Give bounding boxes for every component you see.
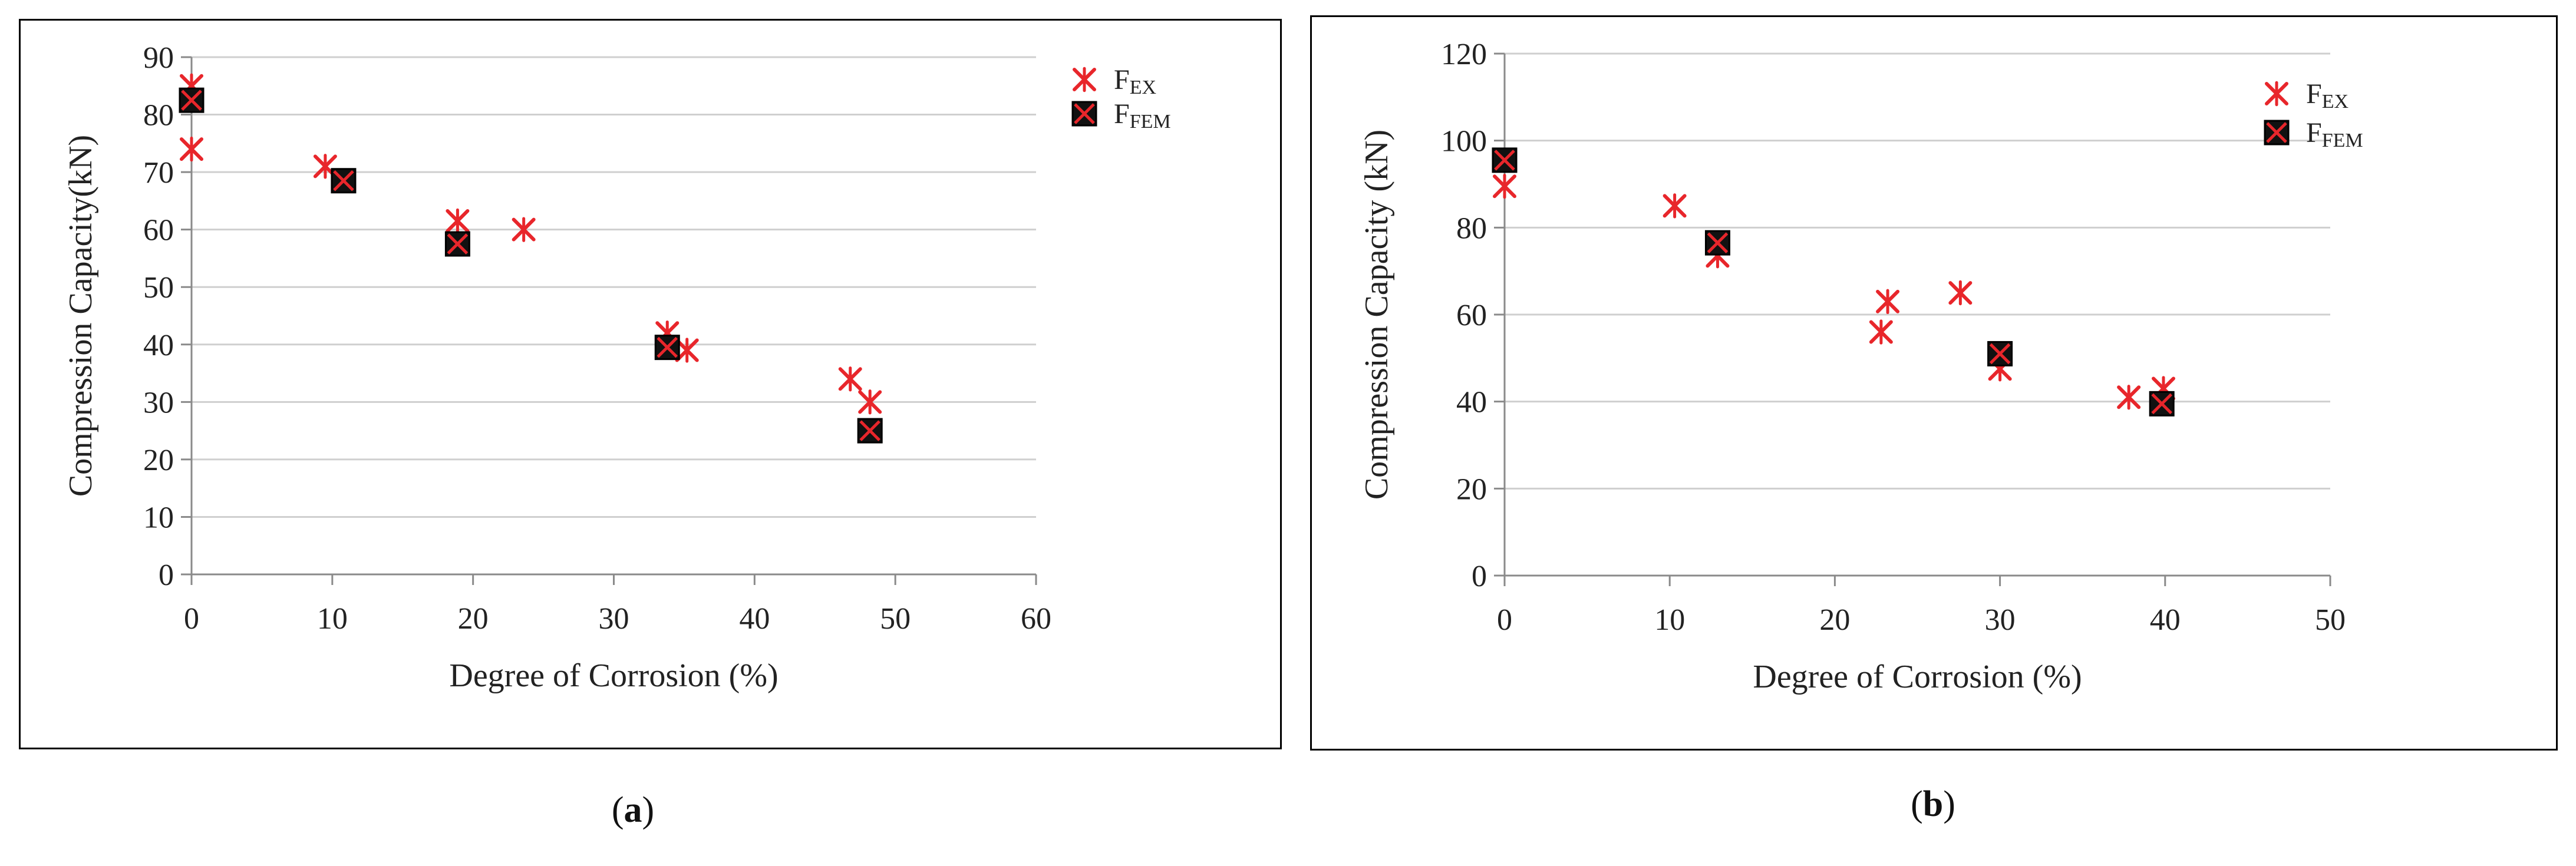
data-point-ex bbox=[1663, 193, 1687, 219]
x-tick-label: 10 bbox=[317, 602, 348, 636]
x-tick-label: 30 bbox=[599, 602, 629, 636]
data-point-fem bbox=[1492, 147, 1518, 173]
y-tick-label: 20 bbox=[1456, 472, 1487, 506]
x-tick-label: 50 bbox=[2315, 603, 2346, 637]
y-tick-label: 40 bbox=[143, 329, 174, 362]
legend-marker-fem bbox=[1071, 101, 1097, 127]
x-tick-label: 40 bbox=[739, 602, 770, 636]
caption-a: (a) bbox=[611, 790, 655, 830]
data-point-fem bbox=[1704, 230, 1730, 256]
data-point-fem bbox=[2149, 391, 2175, 417]
data-point-fem bbox=[444, 231, 470, 257]
data-point-ex bbox=[1493, 173, 1516, 199]
y-tick-label: 80 bbox=[1456, 211, 1487, 245]
y-tick-label: 0 bbox=[1472, 560, 1487, 593]
data-point-fem bbox=[654, 335, 680, 361]
data-point-ex bbox=[180, 136, 203, 162]
y-tick-label: 60 bbox=[143, 214, 174, 247]
y-tick-label: 30 bbox=[143, 386, 174, 419]
legend-label: FEX bbox=[2306, 78, 2349, 113]
data-point-ex bbox=[1876, 289, 1900, 315]
y-tick-label: 70 bbox=[143, 156, 174, 190]
y-tick-label: 100 bbox=[1441, 125, 1487, 158]
series-FEX bbox=[1493, 173, 2175, 410]
data-point-ex bbox=[446, 208, 470, 234]
legend-label: FFEM bbox=[1114, 98, 1171, 133]
chart-panel-a: 0 10 20 30 40 50 60 70 80 90 0 10 20 30 40 50 60 Degree o… bbox=[19, 19, 1282, 749]
data-point-ex bbox=[858, 389, 882, 415]
gridlines bbox=[1505, 52, 2330, 490]
legend-label: FFEM bbox=[2306, 117, 2363, 151]
x-tick-label: 0 bbox=[184, 602, 199, 636]
legend-marker-fem bbox=[2264, 120, 2290, 146]
data-point-fem bbox=[179, 87, 205, 113]
legend-marker-ex bbox=[2265, 81, 2288, 107]
x-axis-title: Degree of Corrosion (%) bbox=[449, 657, 778, 694]
y-tick-label: 10 bbox=[143, 501, 174, 534]
data-point-ex bbox=[512, 217, 536, 242]
y-tick-label: 0 bbox=[159, 558, 174, 592]
x-axis-title: Degree of Corrosion (%) bbox=[1753, 659, 2082, 695]
legend: FEX FFEM bbox=[2264, 78, 2363, 151]
x-tick-label: 30 bbox=[1985, 603, 2016, 637]
legend-label: FEX bbox=[1114, 64, 1156, 98]
x-tick-label: 10 bbox=[1654, 603, 1685, 637]
series-FFEM bbox=[1492, 147, 2175, 417]
series-FEX bbox=[180, 73, 882, 415]
data-point-fem bbox=[331, 168, 357, 194]
y-tick-label: 80 bbox=[143, 99, 174, 133]
chart-panel-b: 0 20 40 60 80 100 120 0 10 20 30 40 50 Degree of Corr… bbox=[1310, 15, 2558, 751]
series-FFEM bbox=[179, 87, 883, 444]
legend-marker-ex bbox=[1073, 67, 1096, 92]
y-tick-label: 90 bbox=[143, 41, 174, 75]
x-tick-label: 20 bbox=[1819, 603, 1850, 637]
x-tick-label: 60 bbox=[1021, 602, 1051, 636]
caption-b: (b) bbox=[1911, 784, 1955, 824]
y-axis-title: Compression Capacity(kN) bbox=[62, 135, 99, 497]
y-axis-title: Compression Capacity (kN) bbox=[1358, 130, 1395, 500]
y-tick-label: 50 bbox=[143, 271, 174, 305]
x-tick-label: 50 bbox=[880, 602, 911, 636]
data-point-ex bbox=[675, 338, 699, 363]
data-point-fem bbox=[857, 418, 883, 444]
x-tick-label: 20 bbox=[458, 602, 489, 636]
y-tick-label: 20 bbox=[143, 444, 174, 477]
data-point-ex bbox=[1869, 319, 1893, 345]
chart-b-svg: 0 20 40 60 80 100 120 0 10 20 30 40 50 Degree of Corr… bbox=[1358, 38, 2363, 695]
gridlines bbox=[192, 56, 1036, 518]
data-point-fem bbox=[1987, 341, 2013, 366]
data-point-ex bbox=[2117, 385, 2141, 410]
x-tick-label: 40 bbox=[2150, 603, 2181, 637]
y-tick-label: 120 bbox=[1441, 38, 1487, 71]
chart-a-svg: 0 10 20 30 40 50 60 70 80 90 0 10 20 30 40 50 60 Degree o… bbox=[62, 41, 1171, 694]
y-tick-label: 40 bbox=[1456, 386, 1487, 419]
x-tick-label: 0 bbox=[1497, 603, 1512, 637]
y-tick-label: 60 bbox=[1456, 299, 1487, 332]
data-point-ex bbox=[838, 366, 862, 392]
data-point-ex bbox=[1948, 280, 1973, 306]
